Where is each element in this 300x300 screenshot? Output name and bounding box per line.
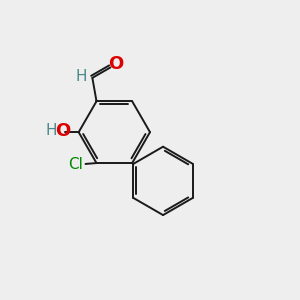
Text: Cl: Cl (68, 157, 82, 172)
Text: H: H (75, 69, 87, 84)
Text: O: O (55, 122, 70, 140)
Text: H: H (45, 123, 57, 138)
Text: O: O (108, 56, 123, 74)
